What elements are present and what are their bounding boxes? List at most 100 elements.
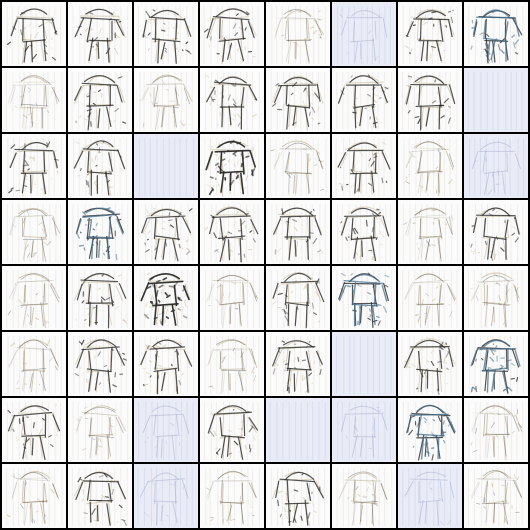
figure-stroke xyxy=(9,152,17,169)
figure-stroke xyxy=(14,81,55,84)
figure-stroke xyxy=(438,104,441,130)
texture-stroke xyxy=(376,315,380,319)
figure-stroke xyxy=(88,37,94,62)
texture-stroke xyxy=(506,386,509,389)
texture-stroke xyxy=(423,442,429,446)
texture-stroke xyxy=(278,350,281,353)
texture-stroke xyxy=(367,317,371,321)
figure-stroke xyxy=(41,237,47,262)
texture-stroke xyxy=(38,24,43,28)
figure-stroke xyxy=(23,501,26,524)
figure-stroke xyxy=(439,481,443,503)
figure-stroke xyxy=(30,40,33,63)
texture-stroke xyxy=(445,351,450,358)
texture-stroke xyxy=(245,209,250,213)
figure-stroke xyxy=(445,218,453,235)
texture-stroke xyxy=(142,34,146,37)
figure-stroke xyxy=(350,472,378,480)
texture-stroke xyxy=(118,16,121,22)
figure-stroke xyxy=(221,284,223,304)
tile-drawing xyxy=(139,72,193,131)
tile-drawing xyxy=(270,138,327,196)
figure-stroke xyxy=(161,372,166,391)
texture-stroke xyxy=(87,379,89,386)
texture-stroke xyxy=(33,519,35,524)
figure-stroke xyxy=(213,83,251,87)
texture-stroke xyxy=(252,238,256,243)
figure-stroke xyxy=(87,349,90,369)
texture-stroke xyxy=(167,347,171,351)
figure-stroke xyxy=(505,284,508,303)
texture-stroke xyxy=(474,358,477,362)
texture-stroke xyxy=(91,158,95,164)
figure-stroke xyxy=(151,75,182,84)
texture-stroke xyxy=(513,473,517,480)
figure-stroke xyxy=(248,482,257,498)
texture-stroke xyxy=(185,247,190,251)
texture-stroke xyxy=(317,249,321,253)
texture-stroke xyxy=(417,316,421,322)
tile-drawing xyxy=(402,270,458,329)
texture-stroke xyxy=(83,512,88,515)
texture-stroke xyxy=(372,121,378,125)
texture-stroke xyxy=(294,518,297,524)
sample-tile xyxy=(332,266,396,330)
texture-stroke xyxy=(147,48,151,51)
sample-tile xyxy=(332,398,396,462)
figure-stroke xyxy=(86,217,90,240)
tile-drawing xyxy=(337,402,391,460)
texture-stroke xyxy=(436,285,438,289)
figure-stroke xyxy=(504,482,509,501)
figure-stroke xyxy=(418,84,421,106)
figure-stroke xyxy=(439,151,442,174)
figure-stroke xyxy=(473,416,477,434)
texture-stroke xyxy=(511,226,517,230)
figure-stroke xyxy=(155,105,159,130)
texture-stroke xyxy=(283,309,287,315)
texture-stroke xyxy=(144,440,146,444)
figure-stroke xyxy=(482,348,488,372)
texture-stroke xyxy=(272,301,277,305)
figure-stroke xyxy=(106,503,111,526)
texture-stroke xyxy=(304,285,306,289)
figure-stroke xyxy=(140,350,147,366)
figure-stroke xyxy=(52,152,58,170)
texture-stroke xyxy=(233,103,237,107)
figure-stroke xyxy=(284,171,313,175)
figure-stroke xyxy=(426,172,429,191)
texture-stroke xyxy=(434,277,436,281)
figure-stroke xyxy=(295,41,298,60)
tile-drawing xyxy=(137,6,194,64)
texture-stroke xyxy=(220,35,224,38)
sample-tile xyxy=(398,200,462,264)
texture-stroke xyxy=(110,408,115,413)
texture-stroke xyxy=(495,38,499,42)
texture-stroke xyxy=(517,423,523,429)
texture-stroke xyxy=(368,308,372,312)
texture-stroke xyxy=(87,371,89,374)
figure-stroke xyxy=(284,9,312,19)
figure-stroke xyxy=(514,285,519,303)
texture-stroke xyxy=(35,101,38,107)
texture-stroke xyxy=(301,473,304,476)
texture-stroke xyxy=(182,315,188,319)
texture-stroke xyxy=(87,112,92,118)
texture-stroke xyxy=(108,17,112,21)
texture-stroke xyxy=(177,211,182,219)
texture-stroke xyxy=(356,283,362,288)
texture-stroke xyxy=(234,153,237,157)
figure-stroke xyxy=(279,147,315,150)
texture-stroke xyxy=(431,209,437,212)
texture-stroke xyxy=(162,277,168,281)
sample-tile xyxy=(200,2,264,66)
figure-stroke xyxy=(483,339,511,348)
texture-stroke xyxy=(221,356,226,359)
texture-stroke xyxy=(46,141,51,149)
figure-stroke xyxy=(287,40,292,64)
figure-stroke xyxy=(504,415,509,435)
texture-stroke xyxy=(371,493,375,496)
texture-stroke xyxy=(500,247,505,252)
texture-stroke xyxy=(423,368,428,375)
figure-stroke xyxy=(273,152,281,170)
figure-stroke xyxy=(94,371,99,391)
